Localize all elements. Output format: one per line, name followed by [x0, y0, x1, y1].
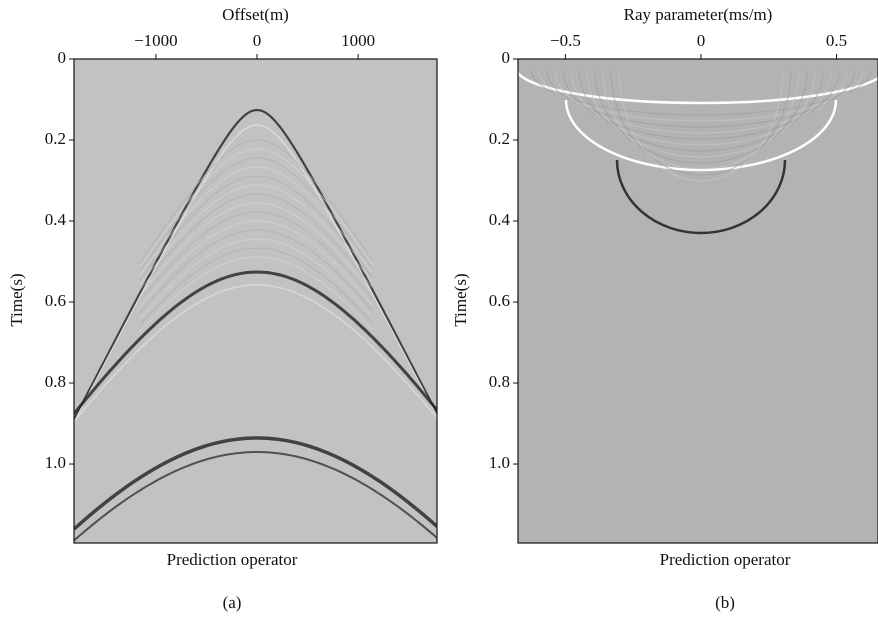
seismic-ripple	[139, 184, 373, 286]
seismic-event	[615, 159, 787, 235]
seismic-event	[74, 284, 437, 423]
seismic-event	[74, 436, 437, 531]
y-tick-label: 0.6	[45, 291, 66, 310]
x-tick-label: 0.5	[826, 31, 847, 50]
x-axis-title: Offset(m)	[222, 5, 289, 24]
panel-background	[518, 59, 878, 543]
seismic-ripple	[139, 220, 373, 307]
seismic-ripple	[562, 69, 840, 140]
seismic-event	[518, 70, 878, 105]
y-tick-label: 0.4	[489, 210, 511, 229]
x-tick-label: −1000	[134, 31, 178, 50]
y-tick-label: 0.8	[45, 372, 66, 391]
seismic-ripple	[139, 256, 373, 332]
y-tick-label: 0.2	[45, 129, 66, 148]
seismic-ripple	[594, 69, 808, 164]
seismic-event	[564, 99, 838, 172]
panel-frame	[73, 58, 438, 544]
seismic-event	[74, 124, 437, 423]
panel-caption: (b)	[715, 593, 735, 612]
seismic-ripple	[546, 69, 856, 128]
seismic-ripple	[530, 69, 872, 116]
seismic-ripple	[139, 157, 373, 272]
panel-background	[74, 59, 437, 543]
panel-title: Prediction operator	[660, 550, 791, 569]
panel-caption: (a)	[223, 593, 242, 612]
y-tick-label: 0	[58, 48, 67, 67]
seismic-ripple	[139, 202, 373, 296]
y-tick-label: 1.0	[45, 453, 66, 472]
seismic-ripple	[570, 69, 832, 146]
x-tick-label: 1000	[341, 31, 375, 50]
seismic-event	[74, 270, 437, 415]
seismic-ripple	[578, 69, 824, 152]
seismic-ripple	[610, 69, 792, 176]
seismic-ripple	[139, 211, 373, 302]
seismic-ripple	[538, 69, 864, 122]
y-tick-label: 0.8	[489, 372, 510, 391]
x-tick-label: 0	[697, 31, 706, 50]
seismic-event	[74, 108, 437, 421]
seismic-event	[74, 451, 437, 542]
x-axis-title: Ray parameter(ms/m)	[624, 5, 773, 24]
y-axis-title: Time(s)	[451, 273, 470, 326]
x-tick-label: 0	[253, 31, 262, 50]
seismic-image	[74, 108, 437, 542]
seismic-ripple	[554, 69, 848, 134]
seismic-ripple	[139, 175, 373, 281]
y-axis-title: Time(s)	[7, 273, 26, 326]
y-tick-label: 0	[502, 48, 511, 67]
seismic-image	[518, 69, 878, 235]
seismic-ripple	[139, 193, 373, 291]
x-tick-label: −0.5	[550, 31, 581, 50]
seismic-ripple	[139, 166, 373, 276]
seismic-ripple	[139, 247, 373, 326]
seismic-ripple	[139, 238, 373, 320]
seismic-ripple	[139, 148, 373, 267]
y-tick-label: 0.6	[489, 291, 510, 310]
panel-frame	[517, 58, 878, 544]
seismic-ripple	[139, 229, 373, 313]
seismic-ripple	[586, 69, 816, 158]
seismic-ripple	[139, 139, 373, 264]
y-tick-label: 1.0	[489, 453, 510, 472]
y-tick-label: 0.2	[489, 129, 510, 148]
panel-title: Prediction operator	[167, 550, 298, 569]
seismic-ripple	[618, 69, 784, 182]
seismic-ripple	[602, 69, 800, 170]
y-tick-label: 0.4	[45, 210, 67, 229]
